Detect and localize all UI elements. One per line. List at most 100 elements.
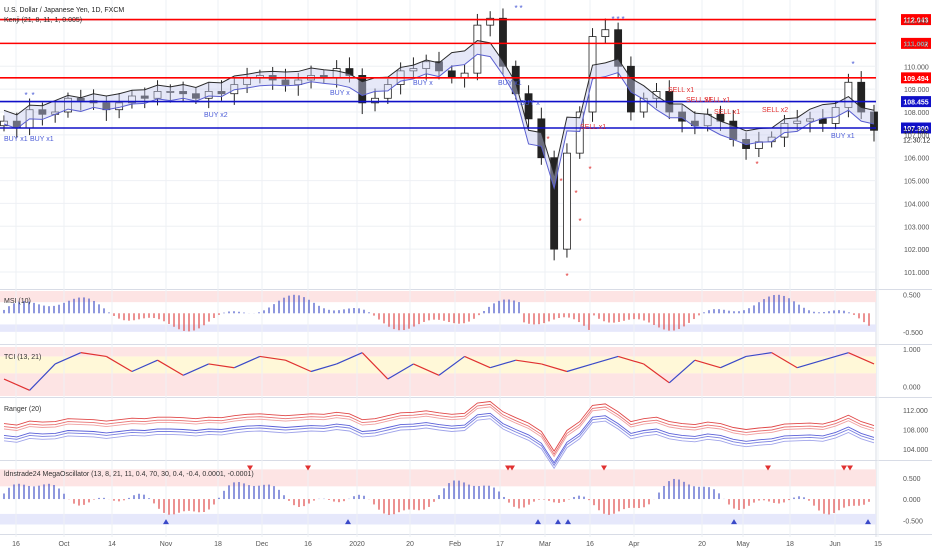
x-tick-label: 20: [698, 541, 706, 548]
level-label-box: [901, 96, 931, 108]
ranger-band-line: [3, 412, 875, 464]
tsi-line-segment: [490, 359, 516, 369]
ranger-band-line: [3, 401, 875, 452]
signal-star-marker: *: [559, 177, 562, 186]
price-tick-label: 112.000: [904, 19, 929, 26]
mega-indicator-label: ldnstrade24 MegaOscillator (13, 8, 21, 1…: [4, 471, 254, 478]
chart-title: U.S. Dollar / Japanese Yen, 1D, FXCM: [4, 7, 124, 14]
mega-sell-triangle: [601, 465, 607, 471]
price-tick-label: 105.000: [904, 179, 929, 186]
signal-star-marker: *: [616, 15, 619, 24]
tsi-line-segment: [182, 363, 209, 376]
candle-body: [857, 81, 866, 113]
candle-body: [537, 118, 546, 159]
level-label-box: [901, 72, 931, 84]
signal-star-marker: *: [621, 15, 624, 24]
x-tick-label: Oct: [59, 541, 70, 548]
x-tick-label: 20: [406, 541, 414, 548]
signal-label: BUY x1: [498, 80, 522, 87]
candle-body: [166, 91, 175, 93]
tsi-line-segment: [566, 363, 593, 373]
tsi-line-segment: [464, 355, 491, 369]
x-tick-label: May: [736, 541, 750, 548]
price-panel: [0, 0, 932, 288]
signal-star-marker: *: [519, 4, 522, 13]
tsi-line-segment: [80, 352, 107, 358]
candle-body: [511, 65, 520, 95]
tsi-line-segment: [336, 352, 363, 365]
tsi-line-segment: [285, 359, 312, 373]
candle-body: [793, 120, 802, 124]
price-tick-label: 102.000: [904, 247, 929, 254]
signal-label: SELL x1: [580, 124, 606, 131]
signal-label: BUY x: [413, 80, 433, 87]
tsi-line-segment: [310, 363, 337, 373]
mega-band: [0, 513, 876, 525]
signal-star-marker: *: [546, 135, 549, 144]
signal-star-marker: *: [24, 91, 27, 100]
level-label: 112.043: [904, 18, 929, 25]
signal-label: BUY x1: [30, 136, 54, 143]
candle-body: [601, 29, 610, 37]
tsi-line-segment: [106, 355, 133, 373]
candle-body: [64, 97, 72, 113]
envelope-fill: [4, 40, 874, 188]
candle-body: [626, 65, 635, 113]
signal-star-marker: *: [851, 60, 854, 69]
tsi-line-segment: [413, 363, 440, 376]
x-tick-label: 18: [786, 541, 794, 548]
signal-star-marker: *: [755, 160, 758, 169]
level-label-box: [901, 37, 931, 49]
envelope-upper-line: [3, 40, 875, 177]
candle-body: [844, 81, 853, 108]
tsi-line-segment: [541, 363, 568, 373]
tsi-line-segment: [617, 355, 644, 365]
signal-label: SELL x1: [686, 97, 712, 104]
signal-label: SELL x1: [714, 109, 740, 116]
level-label-box: [901, 122, 931, 134]
tsi-tick-label: 0.000: [903, 385, 921, 392]
candle-body: [473, 24, 482, 74]
mega-buy-triangle: [555, 519, 561, 525]
candle-body: [678, 111, 687, 122]
x-tick-label: Apr: [629, 541, 641, 548]
candle-body: [435, 61, 443, 72]
x-tick-label: 16: [304, 541, 312, 548]
text-layer: 101.000 102.000 103.000 104.000 105.000 106.0…: [4, 4, 930, 548]
signal-label: BUY x: [330, 90, 350, 97]
candle-body: [870, 111, 878, 131]
last-price-label: 107.192: [903, 128, 928, 135]
candle-body: [38, 109, 47, 115]
mega-buy-triangle: [565, 519, 571, 525]
candle-body: [614, 29, 623, 67]
tsi-band: [0, 356, 876, 374]
signal-label: BUY x1: [831, 133, 855, 140]
tsi-line-segment: [157, 359, 184, 376]
ranger-tick-label: 112.000: [903, 408, 928, 415]
signal-star-marker: *: [574, 189, 577, 198]
candle-body: [754, 141, 763, 149]
ranger-band-line: [3, 415, 875, 467]
tsi-line-segment: [745, 352, 772, 358]
tsi-line-segment: [259, 355, 286, 361]
mega-tick-label: 0.500: [903, 476, 921, 483]
x-tick-label: Dec: [256, 541, 269, 548]
candle-body: [499, 17, 507, 67]
tsi-tick-label: 1.000: [903, 347, 921, 354]
price-tick-label: 109.000: [904, 87, 929, 94]
mega-sell-triangle: [509, 465, 515, 471]
tsi-line-segment: [848, 352, 875, 365]
signal-star-marker: *: [588, 165, 591, 174]
x-tick-label: 16: [12, 541, 20, 548]
x-tick-label: 16: [586, 541, 594, 548]
price-tick-label: 107.000: [904, 133, 929, 140]
msi-indicator-label: MSI (10): [4, 298, 31, 305]
candle-body: [76, 97, 85, 101]
tsi-line-segment: [208, 363, 235, 369]
signal-star-marker: *: [514, 4, 517, 13]
mega-buy-triangle: [865, 519, 871, 525]
candle-body: [358, 75, 367, 104]
candle-body: [345, 68, 354, 76]
level-label-box: [901, 14, 931, 26]
candle-body: [524, 93, 533, 120]
